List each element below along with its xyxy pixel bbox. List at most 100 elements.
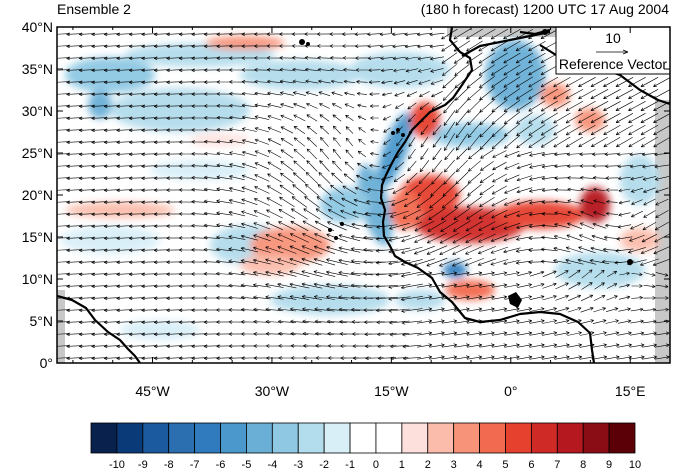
wind-arrow — [203, 223, 221, 228]
wind-arrow — [416, 355, 433, 360]
wind-arrow — [466, 75, 483, 89]
wind-arrow — [377, 344, 397, 349]
wind-arrow — [541, 164, 558, 169]
positive-anomaly — [580, 187, 610, 223]
wind-arrow — [467, 122, 482, 138]
wind-arrow — [267, 79, 282, 84]
negative-anomaly — [110, 88, 250, 132]
island-bioko — [508, 292, 522, 308]
wind-arrow — [528, 136, 546, 148]
wind-arrow — [418, 79, 431, 85]
wind-arrow — [280, 103, 294, 109]
colorbar-swatch — [194, 422, 221, 454]
wind-arrow — [216, 187, 233, 192]
colorbar-label: 2 — [425, 459, 431, 471]
wind-arrow — [580, 210, 594, 217]
wind-arrow — [401, 221, 423, 231]
wind-arrow — [407, 160, 417, 172]
wind-arrow — [490, 259, 509, 266]
wind-arrow — [229, 187, 245, 193]
wind-arrow — [266, 185, 282, 195]
wind-arrow — [592, 331, 607, 336]
island — [542, 29, 548, 35]
wind-arrow — [592, 343, 607, 348]
wind-arrow — [318, 172, 331, 184]
wind-arrow — [319, 103, 330, 109]
wind-arrow — [640, 136, 658, 148]
wind-arrow — [554, 176, 570, 180]
wind-arrow — [642, 343, 657, 348]
wind-arrow — [503, 40, 521, 52]
wind-arrow — [441, 207, 458, 221]
colorbar-label: 6 — [528, 459, 534, 471]
wind-arrow — [492, 161, 507, 171]
wind-arrow — [426, 245, 448, 255]
wind-arrow — [267, 103, 282, 108]
wind-arrow — [254, 186, 270, 194]
wind-arrow — [491, 331, 508, 336]
wind-arrow — [592, 222, 607, 229]
wind-arrow — [228, 247, 246, 252]
wind-arrow — [528, 124, 546, 136]
wind-arrow — [655, 210, 669, 218]
colorbar-label: 9 — [606, 459, 612, 471]
colorbar-swatch — [297, 422, 325, 454]
wind-arrow — [529, 270, 545, 277]
wind-arrow — [540, 124, 558, 136]
wind-arrow — [305, 172, 319, 184]
colorbar-swatch — [168, 422, 196, 454]
wind-arrow — [390, 210, 409, 218]
wind-arrow — [280, 137, 294, 147]
wind-arrow — [395, 103, 404, 109]
wind-arrow — [492, 173, 507, 183]
wind-arrow — [567, 331, 582, 336]
wind-arrow — [454, 195, 470, 209]
wind-arrow — [504, 355, 520, 360]
wind-arrow — [466, 208, 483, 220]
colorbar-swatch — [556, 422, 584, 454]
wind-arrow — [528, 64, 546, 76]
wind-arrow — [566, 164, 582, 168]
reference-arrow-head — [622, 49, 629, 55]
negative-anomaly — [620, 155, 660, 205]
wind-arrow — [603, 101, 621, 111]
wind-arrow — [542, 343, 558, 348]
wind-arrow — [229, 115, 245, 120]
wind-arrow — [443, 171, 456, 185]
negative-anomaly — [270, 285, 390, 315]
wind-arrow — [389, 222, 410, 230]
wind-arrow — [615, 101, 634, 111]
wind-arrow — [280, 114, 294, 121]
wind-arrow — [567, 343, 582, 348]
wind-arrow — [406, 80, 418, 85]
wind-arrow — [293, 114, 306, 122]
wind-arrow — [479, 172, 495, 184]
wind-arrow — [280, 91, 294, 96]
negative-anomaly — [515, 115, 555, 145]
wind-arrow — [293, 148, 306, 160]
wind-arrow — [363, 272, 386, 276]
wind-arrow — [554, 319, 570, 324]
wind-arrow — [642, 164, 657, 169]
wind-arrow — [528, 76, 546, 88]
wind-arrow — [332, 160, 342, 172]
wind-arrow — [503, 222, 521, 230]
wind-arrow — [228, 223, 246, 228]
wind-arrow — [503, 235, 521, 242]
wind-arrow — [604, 355, 620, 360]
wind-arrow — [529, 307, 545, 312]
wind-arrow — [338, 295, 361, 300]
wind-arrow — [338, 271, 361, 276]
wind-arrow — [627, 247, 646, 254]
wind-arrow — [293, 126, 306, 134]
wind-arrow — [565, 258, 584, 265]
island — [340, 222, 344, 226]
wind-arrow — [301, 245, 323, 255]
wind-arrow — [253, 246, 271, 253]
wind-arrow — [377, 212, 397, 217]
wind-arrow — [630, 222, 644, 230]
wind-arrow — [402, 332, 422, 337]
colorbar-swatch — [530, 422, 558, 454]
wind-arrow — [293, 103, 306, 109]
wind-arrow — [528, 88, 546, 100]
